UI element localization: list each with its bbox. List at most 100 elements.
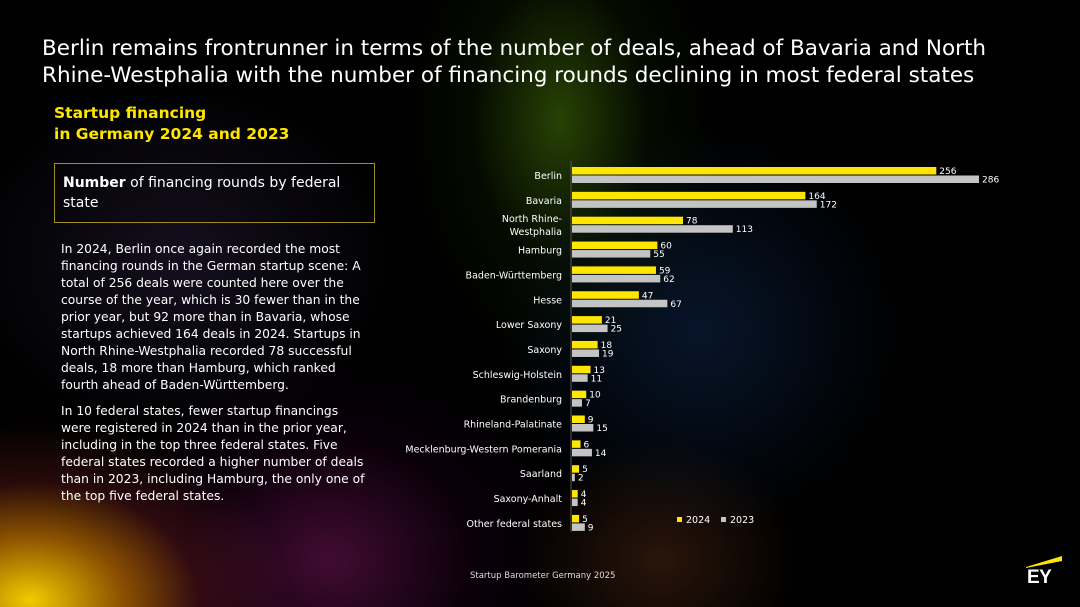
bar-2023: [572, 523, 585, 531]
data-label-2023: 2: [578, 474, 584, 484]
data-label-2023: 25: [611, 325, 622, 335]
bar-2024: [572, 365, 591, 374]
category-label-line: Saarland: [520, 469, 562, 480]
bar-2023: [572, 200, 817, 208]
data-label-2024: 256: [939, 167, 956, 177]
data-label-2024: 4: [581, 490, 587, 500]
page-title: Berlin remains frontrunner in terms of t…: [42, 36, 987, 88]
bar-2023: [572, 299, 668, 308]
category-label-line: Rhineland-Palatinate: [464, 420, 563, 431]
category-label: North Rhine- Westphalia: [502, 214, 562, 238]
data-label-2023: 14: [595, 449, 607, 459]
category-label-line: Mecklenburg-Western Pomerania: [405, 444, 562, 455]
bar-2024: [572, 266, 656, 274]
metric-box-rest: of financing rounds by federal state: [63, 175, 341, 211]
legend-swatch-2024: [677, 517, 682, 522]
data-label-2024: 6: [584, 440, 590, 450]
data-label-2023: 15: [596, 424, 607, 434]
bar-2023: [572, 250, 651, 258]
legend-label-2023: 2023: [730, 515, 754, 526]
category-label-line: Saxony: [527, 345, 562, 356]
data-label-2023: 172: [820, 200, 837, 210]
data-label-2024: 10: [589, 391, 601, 401]
category-label: Hamburg: [518, 246, 562, 257]
bar-2023: [572, 349, 600, 357]
category-label: Saxony-Anhalt: [494, 494, 563, 505]
bar-2024: [572, 440, 581, 448]
category-label-line: Other federal states: [467, 519, 563, 530]
data-label-2024: 9: [588, 416, 594, 426]
legend-label-2024: 2024: [686, 515, 710, 526]
data-label-2024: 21: [605, 316, 616, 326]
data-label-2023: 286: [982, 176, 999, 186]
ey-logo-bar-icon: [1026, 556, 1062, 568]
bar-2023: [572, 424, 594, 432]
data-label-2023: 67: [670, 300, 681, 310]
category-label-line: Brandenburg: [500, 395, 562, 406]
bar-2024: [572, 415, 585, 423]
bar-2024: [572, 191, 806, 200]
data-label-2024: 47: [642, 291, 653, 301]
data-label-2024: 60: [660, 242, 672, 252]
data-label-2023: 62: [663, 275, 674, 285]
ey-logo: EY: [1027, 567, 1052, 588]
category-label: Bavaria: [526, 196, 562, 207]
category-label-line: Schleswig-Holstein: [473, 370, 562, 381]
category-label: Other federal states: [467, 519, 563, 530]
bar-2024: [572, 490, 578, 498]
category-label-line: Westphalia: [510, 227, 562, 238]
bar-2023: [572, 498, 578, 507]
bar-2024: [572, 340, 598, 349]
chart-subtitle: Startup financing in Germany 2024 and 20…: [54, 103, 289, 145]
category-label-line: Hesse: [533, 295, 562, 306]
data-label-2024: 5: [582, 465, 588, 475]
metric-box-bold: Number: [63, 175, 126, 191]
footer-source: Startup Barometer Germany 2025: [470, 571, 616, 581]
category-label: Berlin: [534, 171, 562, 182]
bar-2024: [572, 291, 639, 299]
category-label: Brandenburg: [500, 395, 562, 406]
bar-2024: [572, 241, 658, 250]
bar-2023: [572, 374, 588, 382]
category-label: Schleswig-Holstein: [473, 370, 562, 381]
data-label-2024: 78: [686, 217, 698, 227]
data-label-2024: 13: [594, 366, 605, 376]
bar-2024: [572, 167, 937, 175]
bar-2024: [572, 390, 587, 399]
metric-box-text: Number of financing rounds by federal st…: [63, 173, 366, 213]
bar-2024: [572, 465, 580, 473]
data-label-2024: 5: [582, 515, 588, 525]
data-label-2023: 11: [591, 374, 602, 384]
subtitle-line-1: Startup financing: [54, 104, 207, 122]
category-label: Saarland: [520, 469, 562, 480]
data-label-2023: 9: [588, 523, 594, 533]
bar-2023: [572, 175, 979, 183]
category-label-line: Baden-Württemberg: [466, 270, 562, 281]
bar-2023: [572, 399, 582, 407]
data-label-2024: 164: [808, 192, 825, 202]
description: In 2024, Berlin once again recorded the …: [61, 241, 371, 514]
bar-2023: [572, 225, 733, 233]
data-label-2023: 55: [653, 250, 664, 260]
bar-2023: [572, 448, 592, 457]
bar-2024: [572, 316, 602, 324]
data-label-2023: 4: [581, 499, 587, 509]
category-label-line: Bavaria: [526, 196, 562, 207]
category-label: Hesse: [533, 295, 562, 306]
bar-2023: [572, 274, 661, 283]
category-label: Baden-Württemberg: [466, 270, 562, 281]
bar-2024: [572, 514, 580, 523]
bar-2024: [572, 216, 683, 225]
category-label-line: North Rhine-: [502, 214, 562, 225]
data-label-2023: 7: [585, 399, 591, 409]
category-label-line: Lower Saxony: [496, 320, 562, 331]
category-label-line: Saxony-Anhalt: [494, 494, 563, 505]
description-paragraph-1: In 2024, Berlin once again recorded the …: [61, 242, 361, 392]
category-label: Rhineland-Palatinate: [464, 420, 563, 431]
legend-swatch-2023: [721, 517, 726, 522]
category-label-line: Hamburg: [518, 246, 562, 257]
subtitle-line-2: in Germany 2024 and 2023: [54, 125, 290, 143]
category-label: Lower Saxony: [496, 320, 562, 331]
category-label-line: Berlin: [534, 171, 562, 182]
